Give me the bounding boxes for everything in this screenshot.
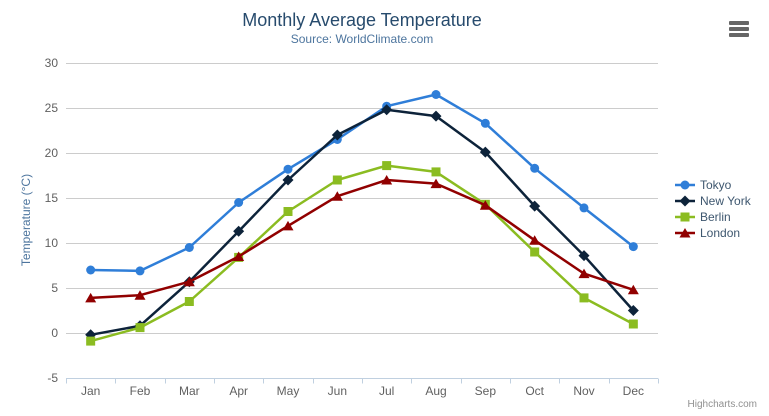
data-point-berlin[interactable]: [579, 293, 589, 303]
y-axis-label: 0: [51, 326, 58, 340]
legend-marker: [679, 228, 691, 238]
data-point-new-york[interactable]: [479, 146, 491, 158]
data-point-new-york[interactable]: [381, 104, 393, 116]
series-tokyo: [86, 90, 638, 276]
legend-item-new-york[interactable]: New York: [674, 193, 751, 209]
legend-marker: [679, 195, 691, 207]
data-point-london[interactable]: [578, 268, 590, 279]
data-point-tokyo[interactable]: [86, 265, 96, 275]
data-point-new-york[interactable]: [529, 200, 541, 212]
legend-item-tokyo[interactable]: Tokyo: [674, 177, 751, 193]
triangle-marker-icon: [675, 228, 695, 238]
data-point-berlin[interactable]: [86, 336, 96, 346]
x-axis-label: Jan: [81, 384, 100, 398]
square-marker-icon: [675, 212, 695, 222]
hamburger-icon: [729, 21, 753, 37]
y-axis-label: -5: [47, 371, 58, 385]
x-axis-label: Aug: [425, 384, 446, 398]
legend-label: London: [700, 226, 741, 240]
y-axis-label: 15: [45, 191, 59, 205]
legend-label: Berlin: [700, 210, 731, 224]
y-axis-label: 25: [45, 101, 59, 115]
x-axis-label: May: [277, 384, 300, 398]
data-point-london[interactable]: [529, 235, 541, 245]
x-axis-label: Nov: [573, 384, 594, 398]
data-point-tokyo[interactable]: [184, 243, 194, 252]
y-axis-label: 30: [45, 56, 59, 70]
y-axis-label: 10: [45, 236, 59, 250]
diamond-marker-icon: [675, 195, 695, 207]
chart-title: Monthly Average Temperature: [242, 10, 482, 30]
data-point-berlin[interactable]: [530, 247, 540, 257]
chart-subtitle: Source: WorldClimate.com: [290, 32, 434, 46]
series-line-berlin[interactable]: [89, 164, 635, 343]
data-point-london[interactable]: [134, 290, 146, 300]
x-axis-label: Jul: [379, 384, 394, 398]
x-axis-label: Feb: [130, 384, 151, 398]
data-point-berlin[interactable]: [135, 323, 145, 333]
data-point-tokyo[interactable]: [530, 163, 540, 173]
data-point-tokyo[interactable]: [579, 203, 589, 213]
data-point-tokyo[interactable]: [234, 198, 244, 207]
data-point-new-york[interactable]: [282, 174, 294, 186]
legend-label: Tokyo: [700, 178, 732, 192]
legend-label: New York: [700, 194, 751, 208]
data-point-new-york[interactable]: [331, 129, 343, 141]
data-point-london[interactable]: [282, 220, 294, 231]
y-axis-label: 20: [45, 146, 59, 160]
y-axis-title: Temperature (°C): [19, 174, 33, 266]
series-line-new-york[interactable]: [89, 108, 635, 337]
data-point-london[interactable]: [381, 175, 393, 185]
x-axis-label: Jun: [328, 384, 347, 398]
data-point-london[interactable]: [233, 251, 245, 262]
data-point-tokyo[interactable]: [135, 266, 145, 276]
legend-item-berlin[interactable]: Berlin: [674, 209, 751, 225]
y-axis-label: 5: [51, 281, 58, 295]
data-point-berlin[interactable]: [184, 297, 194, 306]
legend-marker: [680, 180, 690, 190]
x-axis-label: Sep: [475, 384, 497, 398]
data-point-london[interactable]: [183, 276, 195, 287]
data-point-new-york[interactable]: [578, 250, 590, 262]
series-london: [85, 175, 639, 303]
series-line-london[interactable]: [89, 178, 635, 300]
legend-marker: [680, 212, 690, 222]
data-point-new-york[interactable]: [233, 225, 245, 237]
data-point-tokyo[interactable]: [628, 242, 638, 252]
data-point-berlin[interactable]: [283, 207, 293, 216]
data-point-berlin[interactable]: [628, 319, 638, 329]
series-new-york: [85, 104, 639, 341]
data-point-london[interactable]: [85, 292, 97, 303]
legend-item-london[interactable]: London: [674, 225, 751, 241]
data-point-london[interactable]: [430, 178, 442, 189]
data-point-london[interactable]: [331, 191, 343, 201]
x-axis-label: Mar: [179, 384, 200, 398]
data-point-tokyo[interactable]: [480, 118, 490, 128]
credits-link[interactable]: Highcharts.com: [687, 399, 757, 410]
x-axis-label: Oct: [525, 384, 544, 398]
data-point-new-york[interactable]: [430, 110, 442, 122]
x-axis-label: Dec: [623, 384, 644, 398]
legend: Tokyo New York Berlin London: [674, 177, 751, 241]
data-point-berlin[interactable]: [332, 175, 342, 185]
data-point-tokyo[interactable]: [283, 164, 293, 174]
data-point-berlin[interactable]: [431, 167, 441, 177]
export-menu-button[interactable]: [729, 20, 753, 40]
series-line-tokyo[interactable]: [89, 93, 635, 273]
data-point-tokyo[interactable]: [431, 90, 441, 99]
x-axis-label: Apr: [229, 384, 248, 398]
circle-marker-icon: [675, 180, 695, 190]
data-point-london[interactable]: [627, 284, 639, 295]
data-point-london[interactable]: [479, 200, 491, 210]
data-point-berlin[interactable]: [382, 161, 392, 171]
data-point-new-york[interactable]: [627, 305, 639, 316]
